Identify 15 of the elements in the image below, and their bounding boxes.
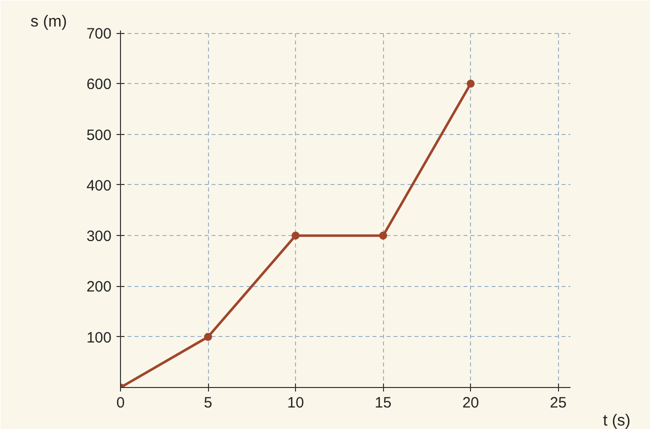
- y-tick-label: 600: [86, 76, 112, 94]
- y-tick-label: 200: [86, 278, 112, 296]
- x-tick-label: 25: [550, 394, 567, 412]
- y-tick-label: 100: [86, 329, 112, 346]
- y-tick-label: 500: [86, 126, 112, 144]
- x-tick-label: 15: [374, 394, 392, 412]
- x-tick-label: 20: [462, 394, 480, 412]
- y-tick-label: 400: [86, 177, 112, 194]
- x-tick-label: 10: [287, 394, 304, 412]
- y-tick-label: 700: [86, 26, 112, 43]
- y-axis-title: s (m): [30, 14, 67, 30]
- x-tick-label: 5: [204, 394, 212, 412]
- x-axis-title: t (s): [602, 412, 630, 429]
- x-tick-label: 0: [116, 394, 125, 412]
- y-tick-label: 300: [86, 228, 112, 246]
